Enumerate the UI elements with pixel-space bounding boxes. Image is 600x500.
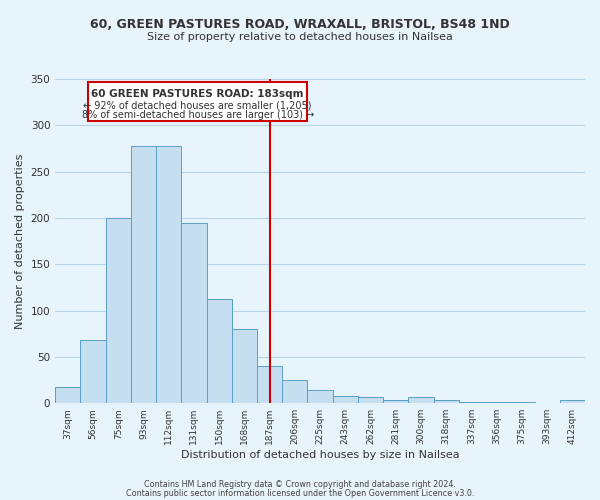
Text: Contains HM Land Registry data © Crown copyright and database right 2024.: Contains HM Land Registry data © Crown c… (144, 480, 456, 489)
Text: Size of property relative to detached houses in Nailsea: Size of property relative to detached ho… (147, 32, 453, 42)
Bar (156, 146, 181, 403)
Bar (206, 298, 232, 403)
Bar (484, 402, 509, 403)
Bar (434, 400, 459, 403)
Bar (409, 396, 434, 403)
Bar (282, 380, 307, 403)
Bar (106, 218, 131, 403)
Bar (131, 146, 156, 403)
Bar (232, 329, 257, 403)
Bar (509, 402, 535, 403)
Text: Contains public sector information licensed under the Open Government Licence v3: Contains public sector information licen… (126, 488, 474, 498)
X-axis label: Distribution of detached houses by size in Nailsea: Distribution of detached houses by size … (181, 450, 460, 460)
Bar (80, 340, 106, 403)
Text: 60 GREEN PASTURES ROAD: 183sqm: 60 GREEN PASTURES ROAD: 183sqm (91, 89, 304, 99)
FancyBboxPatch shape (88, 82, 307, 120)
Text: 8% of semi-detached houses are larger (103) →: 8% of semi-detached houses are larger (1… (82, 110, 314, 120)
Bar (181, 222, 206, 403)
Y-axis label: Number of detached properties: Number of detached properties (15, 154, 25, 329)
Bar (307, 390, 332, 403)
Bar (383, 400, 409, 403)
Text: ← 92% of detached houses are smaller (1,205): ← 92% of detached houses are smaller (1,… (83, 100, 312, 110)
Bar (358, 396, 383, 403)
Bar (459, 402, 484, 403)
Bar (55, 386, 80, 403)
Bar (332, 396, 358, 403)
Bar (560, 400, 585, 403)
Text: 60, GREEN PASTURES ROAD, WRAXALL, BRISTOL, BS48 1ND: 60, GREEN PASTURES ROAD, WRAXALL, BRISTO… (90, 18, 510, 30)
Bar (257, 366, 282, 403)
